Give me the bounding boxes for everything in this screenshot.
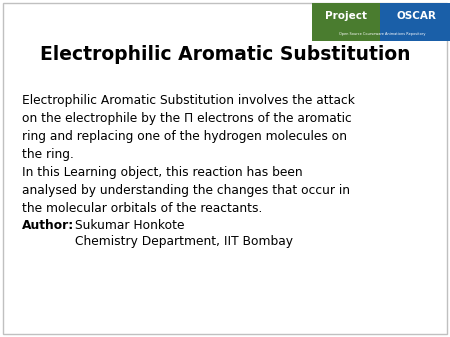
Text: Project: Project xyxy=(325,11,367,21)
Text: Electrophilic Aromatic Substitution: Electrophilic Aromatic Substitution xyxy=(40,45,410,64)
Text: Author:: Author: xyxy=(22,219,74,232)
Text: Electrophilic Aromatic Substitution involves the attack
on the electrophile by t: Electrophilic Aromatic Substitution invo… xyxy=(22,94,355,215)
Text: OSCAR: OSCAR xyxy=(396,11,436,21)
Text: Open Source Courseware Animations Repository: Open Source Courseware Animations Reposi… xyxy=(339,32,425,36)
FancyBboxPatch shape xyxy=(312,3,380,41)
FancyBboxPatch shape xyxy=(380,3,450,41)
Text: Chemistry Department, IIT Bombay: Chemistry Department, IIT Bombay xyxy=(75,235,293,248)
Text: Sukumar Honkote: Sukumar Honkote xyxy=(75,219,184,232)
FancyBboxPatch shape xyxy=(3,3,447,334)
